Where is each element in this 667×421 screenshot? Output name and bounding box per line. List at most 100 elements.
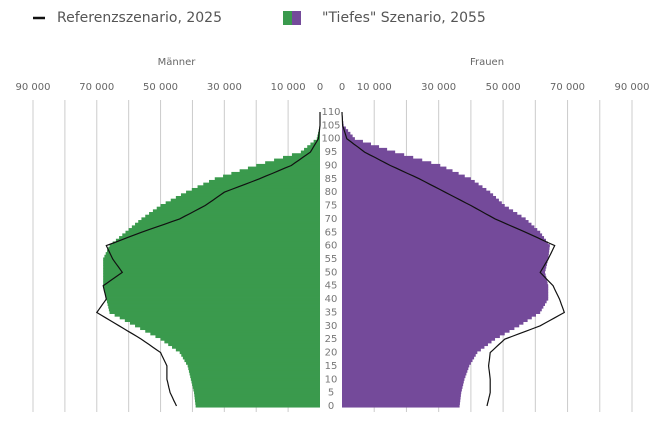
bar (342, 393, 461, 397)
bar (342, 187, 487, 192)
bar (135, 222, 320, 226)
bar (160, 337, 320, 341)
age-label: 40 (325, 294, 338, 305)
bar (103, 270, 321, 274)
bar (342, 377, 465, 381)
bar (103, 260, 321, 264)
bar (342, 388, 462, 392)
bar (342, 310, 541, 314)
bar (342, 281, 548, 285)
bar (342, 129, 349, 133)
bar (191, 187, 320, 192)
bar (342, 404, 460, 408)
bar (342, 155, 414, 159)
age-label: 100 (321, 134, 340, 145)
x-tick-label: 50 000 (143, 82, 178, 93)
bar (129, 321, 320, 325)
age-label: 65 (325, 227, 338, 238)
bar (342, 318, 528, 323)
age-label: 50 (325, 267, 338, 278)
bar (342, 222, 532, 226)
bar (119, 316, 320, 320)
age-label: 80 (325, 187, 338, 198)
bar (103, 273, 321, 277)
bar (342, 340, 492, 344)
bar (342, 276, 547, 280)
bar (179, 351, 320, 355)
bar (342, 300, 547, 304)
bar (342, 292, 549, 296)
bar (195, 401, 320, 405)
bar (181, 353, 320, 357)
bar (342, 209, 514, 213)
bar (115, 238, 321, 242)
bar (342, 161, 432, 165)
bar (342, 278, 547, 282)
bar (342, 297, 549, 301)
bar (342, 174, 465, 178)
bar (182, 356, 320, 360)
bar (155, 334, 320, 339)
bar (342, 166, 447, 170)
bar (342, 179, 475, 184)
bar (194, 391, 320, 395)
bar (342, 375, 466, 379)
bar (342, 302, 545, 306)
bar (190, 375, 320, 379)
bar (186, 361, 320, 365)
legend-swatch (292, 11, 301, 25)
bar (342, 238, 546, 242)
bar (342, 316, 532, 320)
side-label: Männer (158, 57, 197, 68)
bar (342, 401, 460, 405)
bar (145, 329, 320, 333)
bar (342, 147, 388, 151)
age-label: 75 (325, 201, 338, 212)
bar (342, 399, 461, 403)
bar (214, 177, 320, 181)
age-label: 25 (325, 334, 338, 345)
bar (103, 257, 321, 261)
bar (195, 404, 320, 408)
bar (342, 230, 541, 234)
bar (191, 380, 320, 384)
bar (342, 131, 351, 135)
bar (114, 313, 320, 317)
bar (184, 359, 320, 363)
age-label: 60 (325, 241, 338, 252)
bar (256, 163, 320, 167)
bar (342, 321, 524, 325)
bar (342, 337, 496, 341)
bar (135, 324, 320, 328)
bar (108, 246, 320, 250)
bar (194, 396, 320, 400)
age-label: 70 (325, 214, 338, 225)
bar (189, 372, 320, 376)
bar (125, 230, 320, 234)
bar (342, 225, 535, 229)
bar (342, 137, 355, 141)
bar (103, 281, 321, 285)
bar (342, 204, 505, 208)
bar (342, 254, 549, 258)
bar (124, 318, 320, 323)
bar (194, 399, 320, 403)
bar (105, 252, 320, 256)
bar (342, 246, 550, 250)
bar (342, 185, 483, 189)
bar (119, 236, 320, 240)
bar (342, 348, 481, 352)
bar (342, 385, 463, 389)
bar (106, 297, 320, 301)
bar (342, 265, 547, 269)
age-label: 5 (328, 388, 334, 399)
bar (192, 385, 320, 389)
age-label: 15 (325, 361, 338, 372)
bar (128, 228, 320, 232)
bar (188, 369, 320, 373)
bar (342, 220, 529, 224)
bar (342, 236, 545, 240)
bar (103, 262, 321, 266)
bar (342, 169, 453, 173)
